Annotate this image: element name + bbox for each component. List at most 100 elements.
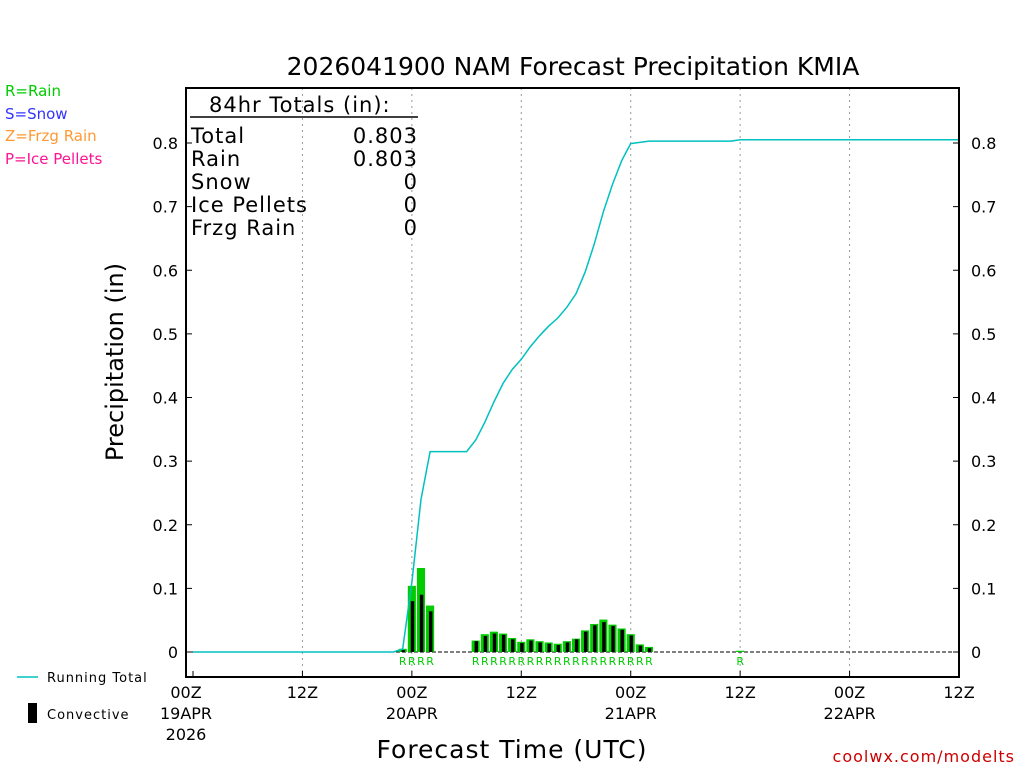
rain-type-mark: R (417, 655, 425, 668)
legend-ice-pellets-label: P=Ice Pellets (5, 150, 102, 168)
y-tick-label-left: 0 (168, 643, 178, 662)
totals-row-label: Frzg Rain (191, 216, 296, 240)
rain-type-mark: R (609, 655, 617, 668)
rain-type-mark: R (426, 655, 434, 668)
rain-type-mark: R (563, 655, 571, 668)
rain-type-mark: R (472, 655, 480, 668)
convective-precip-bar (428, 611, 433, 652)
convective-precip-bar (574, 639, 579, 652)
convective-precip-bar (565, 642, 570, 652)
convective-precip-bar (483, 636, 488, 652)
x-tick-date-label: 19APR (160, 704, 212, 723)
x-tick-date-label: 21APR (605, 704, 657, 723)
convective-legend-label: Convective (47, 708, 130, 723)
rain-type-mark: R (554, 655, 562, 668)
x-tick-label: 00Z (615, 683, 646, 702)
rain-type-mark: R (399, 655, 407, 668)
axis-ticks: 0 00.1 0.10.2 0.20.3 0.30.4 0.40.5 0.50.6 0.60.… (153, 134, 997, 744)
y-tick-label-left: 0.4 (153, 389, 178, 408)
rain-type-mark: R (481, 655, 489, 668)
y-tick-label-left: 0.7 (153, 198, 178, 217)
rain-type-mark: R (645, 655, 653, 668)
rain-type-mark: R (527, 655, 535, 668)
totals-row-label: Ice Pellets (191, 193, 308, 217)
totals-row-label: Rain (191, 147, 241, 171)
plot-frame (185, 87, 960, 678)
y-tick-label-right: 0.8 (971, 134, 996, 153)
x-tick-label: 00Z (170, 683, 201, 702)
rain-type-mark: R (499, 655, 507, 668)
convective-precip-bar (520, 643, 524, 652)
rain-type-mark: R (408, 655, 416, 668)
x-tick-label: 12Z (287, 683, 318, 702)
grid-lines (186, 88, 959, 677)
y-tick-label-right: 0.6 (971, 261, 996, 280)
y-tick-label-left: 0.3 (153, 452, 178, 471)
x-tick-date-label: 20APR (386, 704, 438, 723)
convective-precip-bar (474, 641, 479, 652)
x-tick-label: 12Z (724, 683, 755, 702)
y-tick-label-right: 0.5 (971, 325, 996, 344)
chart-title: 2026041900 NAM Forecast Precipitation KM… (287, 52, 860, 81)
convective-precip-bar (492, 633, 497, 652)
convective-precip-bar (410, 601, 415, 652)
legend-frzg-rain-label: Z=Frzg Rain (5, 127, 97, 145)
convective-precip-bar (629, 635, 634, 652)
legend-snow-label: S=Snow (5, 105, 68, 123)
y-tick-label-right: 0.4 (971, 389, 996, 408)
rain-type-mark: R (636, 655, 644, 668)
precip-bars (398, 568, 745, 652)
convective-precip-bar (593, 625, 597, 652)
totals-row-value: 0 (404, 216, 418, 240)
convective-precip-bar (647, 648, 652, 652)
y-axis-label: Precipitation (in) (101, 263, 129, 461)
convective-precip-bar (583, 631, 588, 652)
y-tick-label-left: 0.1 (153, 579, 178, 598)
totals-row-value: 0 (404, 170, 418, 194)
convective-precip-bar (419, 594, 424, 652)
rain-type-mark: R (736, 655, 744, 668)
convective-precip-bar (602, 622, 606, 652)
series-legend: Running Total Convective (17, 671, 148, 723)
rain-type-mark: R (600, 655, 608, 668)
legend-rain-label: R=Rain (5, 82, 61, 100)
y-tick-label-right: 0.1 (971, 579, 996, 598)
rain-type-mark: R (572, 655, 580, 668)
rain-type-mark: R (581, 655, 589, 668)
y-tick-label-left: 0.6 (153, 261, 178, 280)
running-total-line (193, 139, 959, 653)
rain-type-mark: R (618, 655, 626, 668)
totals-box: 84hr Totals (in): Total 0.803 Rain 0.803… (190, 93, 418, 240)
convective-precip-bar (529, 640, 533, 652)
x-tick-date-label: 22APR (824, 704, 876, 723)
convective-precip-bar (547, 643, 551, 652)
convective-precip-bar (538, 642, 542, 652)
convective-precip-bar (638, 645, 643, 652)
totals-heading: 84hr Totals (in): (209, 93, 391, 117)
totals-row-label: Total (190, 124, 245, 148)
rain-type-mark: R (545, 655, 553, 668)
y-tick-label-right: 0 (971, 643, 981, 662)
x-tick-label: 00Z (396, 683, 427, 702)
x-tick-label: 00Z (834, 683, 865, 702)
totals-row-value: 0.803 (353, 124, 418, 148)
rain-type-mark: R (536, 655, 544, 668)
totals-row-value: 0 (404, 193, 418, 217)
rain-type-mark: R (517, 655, 525, 668)
running-total-line-group (193, 139, 959, 653)
credit-text: coolwx.com/modelts (833, 747, 1015, 766)
y-tick-label-left: 0.5 (153, 325, 178, 344)
convective-precip-bar (511, 639, 515, 652)
y-tick-label-right: 0.7 (971, 198, 996, 217)
convective-precip-bar (556, 645, 561, 652)
y-tick-label-left: 0.2 (153, 516, 178, 535)
convective-legend-swatch (28, 703, 37, 723)
convective-precip-bar (620, 629, 624, 652)
convective-precip-bar (501, 634, 506, 652)
x-axis-label: Forecast Time (UTC) (377, 735, 648, 764)
convective-precip-bar (611, 625, 615, 652)
y-tick-label-right: 0.3 (971, 452, 996, 471)
running-total-legend-label: Running Total (47, 671, 148, 686)
